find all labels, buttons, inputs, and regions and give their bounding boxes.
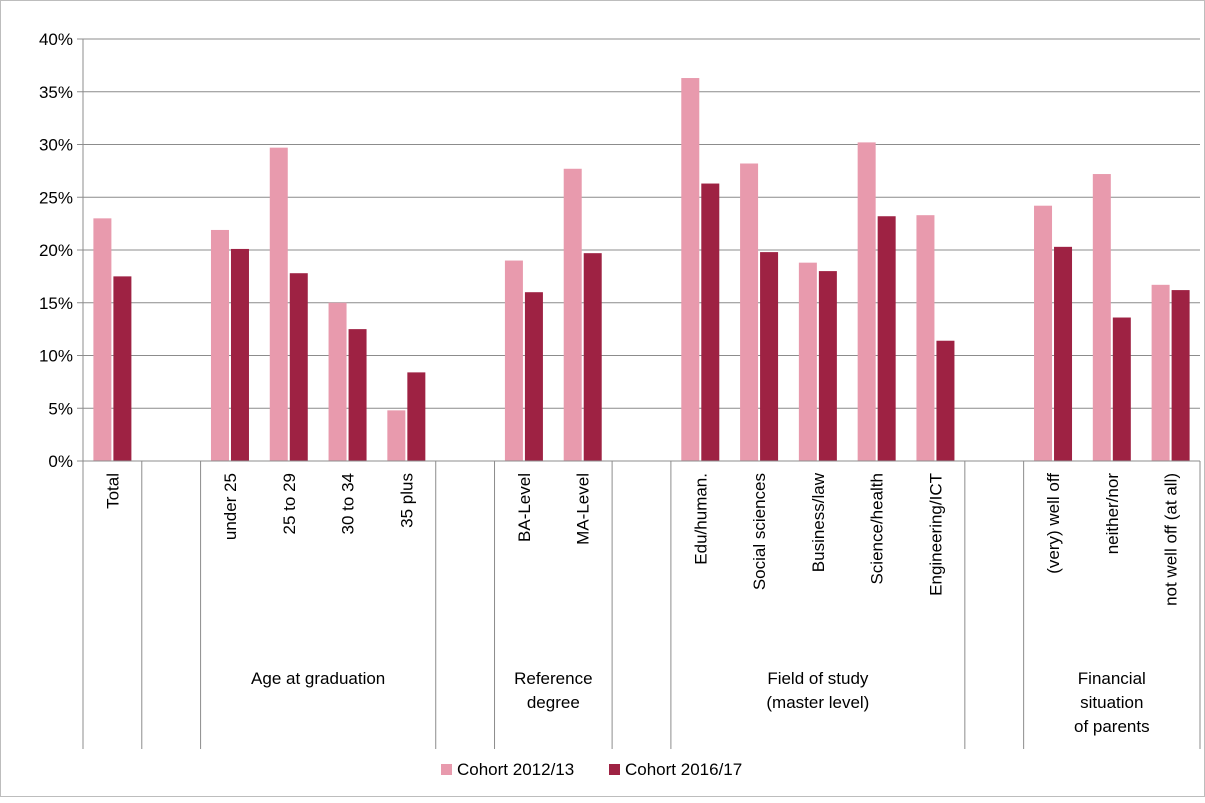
group-label: (master level): [766, 693, 869, 712]
x-tick-label: Edu/human.: [691, 473, 710, 565]
bar-cohort-2012-13: [210, 229, 229, 461]
y-tick-label: 35%: [39, 83, 73, 102]
y-tick-label: 25%: [39, 188, 73, 207]
bar-cohort-2012-13: [563, 168, 582, 461]
y-tick-label: 40%: [39, 30, 73, 49]
bar-cohort-2016-17: [289, 273, 308, 461]
legend-swatch: [441, 764, 452, 775]
bar-cohort-2016-17: [348, 329, 367, 461]
group-label: Reference: [514, 669, 592, 688]
legend: Cohort 2012/13 Cohort 2016/17: [441, 760, 742, 779]
bar-cohort-2016-17: [524, 292, 543, 461]
x-tick-label: 35 plus: [397, 473, 416, 528]
group-label: degree: [527, 693, 580, 712]
group-label: Field of study: [767, 669, 869, 688]
gridlines: [83, 38, 1200, 409]
bar-cohort-2012-13: [740, 163, 759, 462]
x-tick-label: Social sciences: [750, 473, 769, 590]
x-tick-label: MA-Level: [574, 473, 593, 545]
x-tick-label: neither/nor: [1103, 473, 1122, 555]
bar-cohort-2012-13: [857, 142, 876, 461]
axes: [82, 39, 1201, 749]
y-tick-label: 0%: [48, 452, 73, 471]
bar-cohort-2012-13: [387, 410, 406, 461]
x-tick-label: (very) well off: [1044, 473, 1063, 574]
bar-cohort-2016-17: [113, 276, 132, 461]
bar-cohort-2012-13: [916, 215, 935, 461]
bar-cohort-2012-13: [1151, 284, 1170, 461]
bar-cohort-2012-13: [681, 78, 700, 461]
x-tick-label: 25 to 29: [280, 473, 299, 534]
x-tick-label: not well off (at all): [1162, 473, 1181, 606]
group-label: Financial: [1078, 669, 1146, 688]
y-tick-label: 15%: [39, 294, 73, 313]
bar-cohort-2016-17: [760, 252, 779, 461]
y-axis-ticks: 0% 5% 10% 15% 20% 25% 30% 35% 40%: [39, 30, 83, 471]
group-label: Age at graduation: [251, 669, 385, 688]
legend-label: Cohort 2016/17: [625, 760, 742, 779]
bar-cohort-2016-17: [936, 340, 955, 461]
bar-cohort-2016-17: [877, 216, 896, 461]
x-tick-label: Total: [103, 473, 122, 509]
y-tick-label: 20%: [39, 241, 73, 260]
group-label: of parents: [1074, 717, 1150, 736]
x-tick-label: Science/health: [868, 473, 887, 585]
legend-label: Cohort 2012/13: [457, 760, 574, 779]
x-tick-label: Business/law: [809, 472, 828, 572]
bar-cohort-2016-17: [230, 248, 249, 461]
bar-cohort-2012-13: [504, 260, 523, 461]
bar-cohort-2016-17: [1171, 290, 1190, 461]
bar-cohort-2012-13: [798, 262, 817, 461]
x-axis-labels: Total under 25 25 to 29 30 to 34 35 plus BA-L…: [103, 472, 1180, 606]
bar-cohort-2016-17: [583, 253, 602, 461]
bar-cohort-2016-17: [1054, 246, 1073, 461]
group-label: situation: [1080, 693, 1143, 712]
y-tick-label: 30%: [39, 136, 73, 155]
group-labels: Age at graduation Reference degree Field of…: [251, 669, 1150, 736]
x-tick-label: under 25: [221, 473, 240, 540]
y-tick-label: 10%: [39, 347, 73, 366]
bar-cohort-2016-17: [1112, 317, 1131, 461]
bar-cohort-2016-17: [818, 271, 837, 461]
legend-swatch: [609, 764, 620, 775]
bar-cohort-2012-13: [1092, 174, 1111, 462]
bar-cohort-2012-13: [269, 147, 288, 462]
x-tick-label: 30 to 34: [339, 473, 358, 534]
bar-cohort-2012-13: [93, 218, 112, 461]
y-tick-label: 5%: [48, 399, 73, 418]
x-tick-label: Engineering/ICT: [926, 473, 945, 596]
bars: [93, 78, 1190, 462]
bar-cohort-2012-13: [328, 302, 347, 461]
x-tick-label: BA-Level: [515, 473, 534, 542]
bar-cohort-2016-17: [701, 183, 720, 461]
bar-cohort-2016-17: [407, 372, 426, 461]
bar-cohort-2012-13: [1034, 205, 1053, 461]
